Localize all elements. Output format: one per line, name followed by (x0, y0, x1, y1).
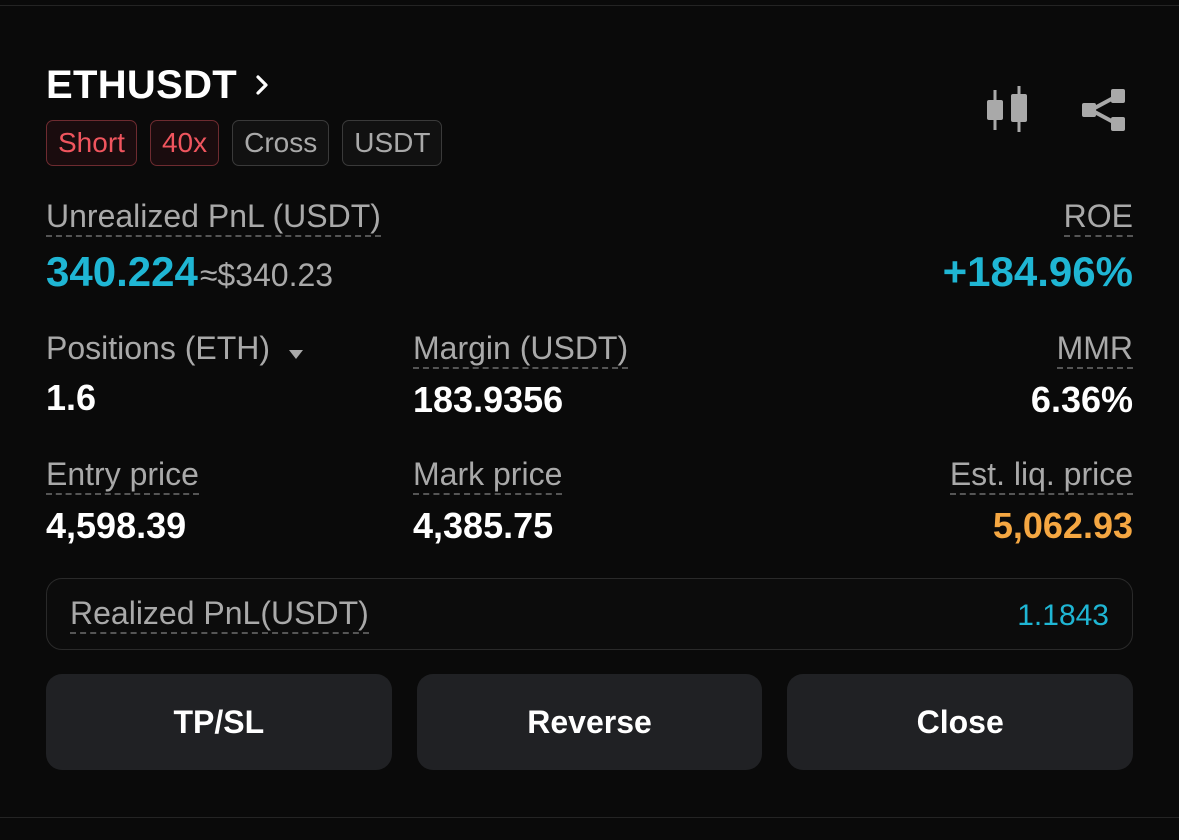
positions-dropdown[interactable]: Positions (ETH) (46, 330, 303, 367)
roe-label[interactable]: ROE (1063, 198, 1133, 237)
mark-price-value: 4,385.75 (413, 504, 554, 546)
unrealized-pnl-usd: ≈$340.23 (199, 257, 334, 293)
positions-value: 1.6 (46, 377, 97, 418)
entry-price-label[interactable]: Entry price (46, 456, 199, 495)
est-liq-price-cell: Est. liq. price 5,062.93 (949, 456, 1133, 547)
realized-pnl-box: Realized PnL(USDT) 1.1843 (46, 578, 1133, 650)
stats-row-2: Entry price 4,598.39 Mark price 4,385.75… (46, 456, 1133, 582)
positions-label: Positions (ETH) (46, 330, 271, 366)
est-liq-price-value: 5,062.93 (992, 504, 1133, 546)
share-icon[interactable] (1079, 84, 1127, 136)
margin-mode-tag: Cross (232, 120, 330, 166)
stats-row-1: Positions (ETH) 1.6 Margin (USDT) 183.93… (46, 330, 1133, 456)
tpsl-button[interactable]: TP/SL (46, 674, 392, 770)
realized-pnl-label[interactable]: Realized PnL(USDT) (70, 595, 369, 634)
margin-label[interactable]: Margin (USDT) (413, 330, 629, 369)
bottom-divider (0, 817, 1179, 818)
candlestick-chart-icon[interactable] (983, 84, 1031, 136)
header-icons (983, 84, 1127, 136)
entry-price-cell: Entry price 4,598.39 (46, 456, 199, 547)
unrealized-pnl-value: 340.224 ≈$340.23 (46, 248, 333, 296)
est-liq-price-label[interactable]: Est. liq. price (949, 456, 1133, 495)
position-card: ETHUSDT (46, 58, 1133, 582)
symbol-link[interactable]: ETHUSDT (46, 58, 273, 112)
entry-price-value: 4,598.39 (46, 504, 187, 546)
top-divider (0, 5, 1179, 6)
reverse-button[interactable]: Reverse (416, 674, 763, 770)
margin-value: 183.9356 (413, 378, 564, 420)
mark-price-label[interactable]: Mark price (413, 456, 563, 495)
positions-cell: Positions (ETH) 1.6 (46, 330, 303, 419)
pnl-row: Unrealized PnL (USDT) ROE 340.224 ≈$340.… (46, 198, 1133, 298)
settle-currency-tag: USDT (342, 120, 443, 166)
mark-price-cell: Mark price 4,385.75 (413, 456, 563, 547)
action-buttons: TP/SL Reverse Close (46, 674, 1134, 770)
caret-down-icon (288, 350, 303, 360)
mmr-value: 6.36% (1030, 378, 1133, 420)
position-header: ETHUSDT (46, 58, 1133, 132)
position-tags: Short 40x Cross USDT (46, 120, 1133, 166)
chevron-right-icon (256, 75, 268, 95)
side-tag: Short (46, 120, 137, 166)
unrealized-pnl-label[interactable]: Unrealized PnL (USDT) (46, 198, 381, 237)
mmr-cell: MMR 6.36% (1031, 330, 1133, 421)
leverage-tag: 40x (149, 120, 220, 166)
roe-value: +184.96% (942, 248, 1133, 295)
realized-pnl-value: 1.1843 (1017, 599, 1109, 632)
close-button[interactable]: Close (787, 674, 1134, 770)
symbol-title: ETHUSDT (46, 63, 237, 107)
margin-cell: Margin (USDT) 183.9356 (413, 330, 629, 421)
unrealized-pnl-amount: 340.224 (46, 248, 198, 295)
mmr-label[interactable]: MMR (1056, 330, 1133, 369)
